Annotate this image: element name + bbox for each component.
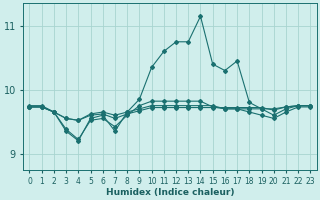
- X-axis label: Humidex (Indice chaleur): Humidex (Indice chaleur): [106, 188, 234, 197]
